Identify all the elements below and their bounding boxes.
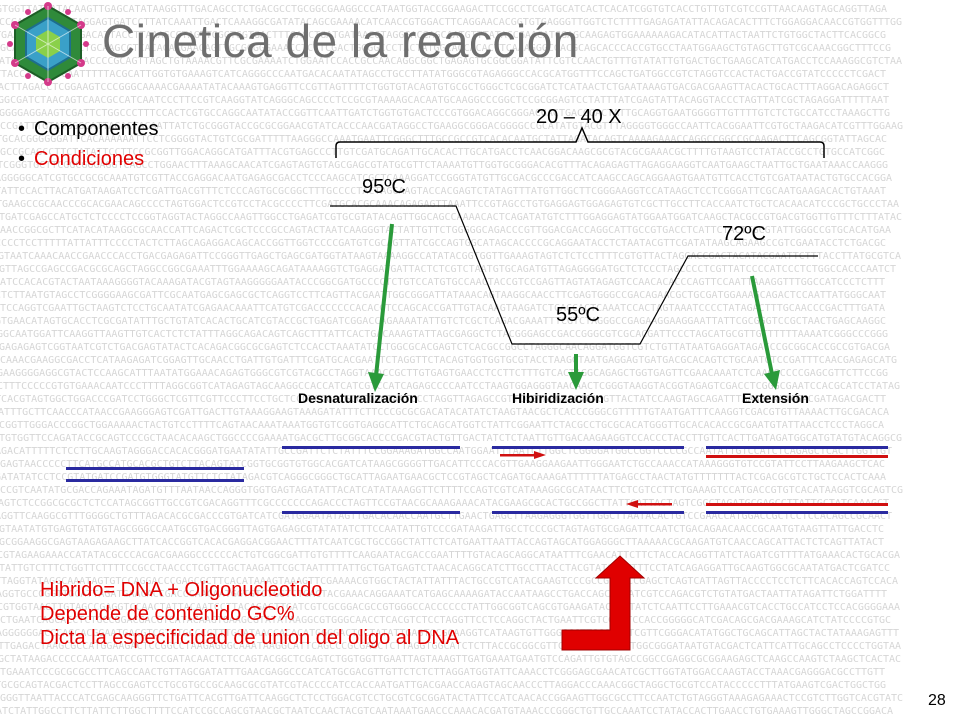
svg-text:TCAAACGAAGGCGACCTCATAAGAGATCGG: TCAAACGAAGGCGACCTCATAAGAGATCGGAGTTGCAACC… [0, 355, 897, 366]
svg-text:GTGCATCCACTTGGTCTGCAAGCGTCACAC: GTGCATCCACTTGGTCTGCAAGCGTCACACAAGAAGAGTT… [0, 43, 891, 54]
svg-text:CCGATTTGTATGGGCATTAGACTACAATTA: CCGATTTGTATGGGCATTAGACTACAATTATCTGCGGGTA… [0, 121, 903, 132]
temperature-profile-line [330, 205, 818, 345]
note-line: Depende de contenido GC% [40, 603, 295, 625]
svg-text:CTGGCGATCTAACAGTCAACGCCATCAATC: CTGGCGATCTAACAGTCAACGCCATCAATCCCTTCCGTCA… [0, 95, 889, 106]
svg-text:TTGTGAACATAGTGCACCTCGCGATATTTG: TTGTGAACATAGTGCACCTCGCGATATTTGCTGTATCACA… [0, 316, 886, 327]
up-arrow-icon [561, 555, 646, 651]
svg-text:TCCTGAATCAGCACCTCTGCCGGACGACGT: TCCTGAATCAGCACCTCTGCCGGACGACGTCATACAAGTG… [0, 615, 891, 626]
bullet-componentes: Componentes [18, 114, 159, 144]
cycles-brace [335, 126, 825, 158]
svg-text:CAGGGGGCATCGTGCCGCGCAAATGTCGTT: CAGGGGGCATCGTGCCGCGCAAATGTCGTTACCGAGGACA… [0, 173, 892, 184]
svg-text:GCGTGGTTATAATACAAGTTGAGCATATAA: GCGTGGTTATAATACAAGTTGAGCATATAAGGTTTGACAG… [0, 4, 887, 15]
svg-text:CGGGAGTAACCCCCTTCATGCCATGCACGC: CGGGAGTAACCCCCTTCATGCCATGCACGCTGTCTTACAG… [0, 459, 885, 470]
svg-text:TGAAGCCGCAACCCGCACGAACAGCCCCTA: TGAAGCCGCAACCCGCACGAACAGCCCCTAGTGGACTCCG… [0, 199, 899, 210]
svg-text:CCGATATATCCTCCGTATGATCCGATGTGG: CCGATATATCCTCCGTATGATCCGATGTGGGTATGTTCTC… [0, 472, 886, 483]
svg-text:CGTGGTAAGTTGTAGCCGAGGTCCAACTAT: CGTGGTAAGTTGTAGCCGAGGTCCAACTATTACAATCCTT… [0, 602, 900, 613]
svg-text:TGTTAGCCGAGCCGACGCGCAGCTAGGCCG: TGTTAGCCGAGCCGACGCGCAGCTAGGCCGGCGAAATTTG… [0, 264, 896, 275]
svg-text:TCTGCACGGGGGGATTCACAAAAAATTCCT: TCTGCACGGGGGGATTCACAAAAAATTCCTCGGGGTACTG… [0, 134, 887, 145]
svg-text:GCTGCGCAGTACGACTCCTTAGCCGAGTCC: GCTGCGCAGTACGACTCCTTAGCCGAGTCCTGCGTGCCGC… [0, 680, 886, 691]
svg-text:AGCTCTTAATGTAGCCTCGGGGAAGCGATT: AGCTCTTAATGTAGCCTCGGGGAAGCGATTCGCAATGAGC… [0, 290, 886, 301]
svg-text:AAGGTTCAAGGCGTTTGGGGCTGTTTAGAC: AAGGTTCAAGGCGTTTGGGGCTGTTTAGACACGCGACCCG… [0, 511, 892, 522]
virus-capsid-icon [7, 2, 89, 86]
stage-annealing: Hibiridización [512, 390, 604, 406]
svg-text:CCGATCCGCGTCTAGGAGTGATCCTTATCA: CCGATCCGCGTCTAGGAGTGATCCTTATCAAATTGACTCA… [0, 17, 902, 28]
svg-text:CGCGCCGCAGCCTTCTATATTCCTTCCGCG: CGCGCCGCAGCCTTCTATATTCCTTCCGCGGTTGGACAGG… [0, 147, 885, 158]
svg-text:GAATTTGCTTCAACCCATAACCGAAGGGAG: GAATTTGCTTCAACCCATAACCGAAGGGAGTCGATTGACT… [0, 407, 889, 418]
svg-text:TGATCGAGCCATGCTCTCCCCTCCGGTAGG: TGATCGAGCCATGCTCTCCCCTCCGGTAGGTACTAGGCCA… [0, 212, 902, 223]
svg-text:AGGGGGGACCCAGCACGGAATGACGTCGTG: AGGGGGGACCCAGCACGGAATGACGTCGTGTGCCCGTTTG… [0, 628, 899, 639]
svg-text:GTAATCAAACAACCGAACCCACCTGACGAG: GTAATCAAACAACCGAACCCACCTGACGAGAGATTCCGGG… [0, 251, 901, 262]
stage-extension: Extensión [742, 390, 809, 406]
svg-text:AGGAGAGAGTCGGTAATCGTCTGACGAGTA: AGGAGAGAGTCGGTAATCGTCTGACGAGTATACTCACAGA… [0, 342, 890, 353]
svg-text:TAAGTCTCCGGCGCGCTCTCCATAGCGGTT: TAAGTCTCCGGCGCGCTCTCCATAGCGGTTGCCGTCGACA… [0, 498, 889, 509]
svg-text:AAAGGTGCCCGGTTGCATTAGATGAACACC: AAAGGTGCCCGGTTGCATTAGATGAACACCGACCCAACAA… [0, 589, 887, 600]
svg-text:CGTAGAAGAAACCATATACGCCCACGACGA: CGTAGAAGAAACCATATACGCCCACGACGAAGGCCCCCCA… [0, 550, 900, 561]
svg-text:TAGGCGGAAGGCGAGTAAGAGAAGCTTATC: TAGGCGGAAGGCGAGTAAGAGAAGCTTATCACCGGTCACA… [0, 537, 884, 548]
annealed-strands [492, 446, 684, 514]
note-line: Hibrido= DNA + Oligonucleotido [40, 579, 323, 601]
bullet-condiciones: Condiciones [18, 144, 159, 174]
note-line: Dicta la especificidad de union del olig… [40, 627, 460, 649]
annealing-arrow [568, 354, 584, 390]
svg-text:GCACTTAGACCTCGGAAGTCCCGGGCAAAA: GCACTTAGACCTCGGAAGTCCCGGGCAAAACGAAAATATA… [0, 82, 889, 93]
bullet-list: Componentes Condiciones [18, 114, 159, 174]
stage-denaturation: Desnaturalización [298, 390, 418, 406]
svg-text:TAGACATTTTTCTCCTTGCAAGTAGGGACC: TAGACATTTTTCTCCTTGCAAGTAGGGACCACACGGGATG… [0, 446, 892, 457]
svg-text:TTTGTAATATGTGAGTGTATGTAGCGGGCC: TTTGTAATATGTGAGTGTATGTAGCGGGCCAATGCGTGAC… [0, 524, 884, 535]
svg-text:TTAGGTATAGGCAAATAGTGTCCAGGACCC: TTAGGTATAGGCAAATAGTGTCCAGGACCCGAGCGCTTCA… [0, 576, 898, 587]
cycles-label: 20 – 40 X [536, 106, 622, 128]
svg-text:TGTGGTTCCAGATACCGCAGTCCCGCTAAC: TGTGGTTCCAGATACCGCAGTCCCGCTAACACAAGCTGGC… [0, 433, 902, 444]
initial-dsdna [66, 467, 244, 482]
svg-text:ATCCGCAACCCAACACCCCGCAGTTAGCTG: ATCCGCAACCCAACACCCCGCAGTTAGCTGTAAAACGTTC… [0, 56, 902, 67]
slide-title: Cinetica de la reacción [102, 15, 579, 67]
svg-text:CGTATTGTCTTTCTGGTTCTTTTCCGCCTA: CGTATTGTCTTTCTGGTTCTTTTCCGCCTAACCCTCGTTA… [0, 563, 890, 574]
extension-temp: 72ºC [722, 223, 766, 245]
svg-text:GCTATAAGACCCCCAAATGATCCGTTCCGA: GCTATAAGACCCCCAAATGATCCGTTCCGATACAACTCTC… [0, 654, 901, 665]
extension-arrow [750, 275, 780, 390]
svg-text:CGATGAAATCCCGCGCGCCTTCAGCCAACT: CGATGAAATCCCGCGCGCCTTCAGCCAACTGTTAGCGATA… [0, 667, 885, 678]
denaturation-arrow [368, 223, 394, 392]
svg-text:CATCTATTGGCCTTCTTATTCTTGGCTTTT: CATCTATTGGCCTTCTTATTCTTGGCTTTTCCATCCGCCA… [0, 706, 893, 717]
notes-block: Hibrido= DNA + Oligonucleotido Depende d… [40, 578, 459, 650]
svg-text:CATTACCTTGACTGAATTTTTACGCATTGG: CATTACCTTGACTGAATTTTTACGCATTGGTGTGAAAGTC… [0, 69, 886, 80]
page-number: 28 [928, 692, 946, 709]
svg-text:CGACGGTTGGGACCCGGCTGGAAAAACTAC: CGACGGTTGGGACCCGGCTGGAAAAACTACTGTCCTTTTC… [0, 420, 884, 431]
svg-text:TCTCACGTAGTGGCTGGACCCGATCCTGGG: TCTCACGTAGTGGCTGGACCCGATCCTGGGCTCGTTCGTT… [0, 394, 886, 405]
extended-strands [706, 446, 888, 514]
svg-text:GGGTTAATTACCCATCGAGCAAGGGTTCTG: GGGTTAATTACCCATCGAGCAAGGGTTCTGATTCACGTTG… [0, 693, 903, 704]
svg-text:TTCATCCACACGTACTAATAAAGGGGTACA: TTCATCCACACGTACTAATAAAGGGGTACAAAGATACGTA… [0, 277, 885, 288]
svg-text:ACTGAATTGTCAAGGCGACATTACCTTAAA: ACTGAATTGTCAAGGCGACATTACCTTAAAGCGTAGTTGG… [0, 30, 886, 41]
denatured-strands [282, 446, 460, 514]
denaturation-temp: 95ºC [362, 176, 406, 198]
svg-text:CCGGCAATGGATTCAAGGTTAAGTTGTCAC: CCGGCAATGGATTCAAGGTTAAGTTGTCACTCTCTATTTA… [0, 329, 888, 340]
svg-text:CCGGGGAGGAAGTCGATTCTGGCCCTTTCC: CCGGGGAGGAAGTCGATTCTGGCCCTTTCCACTCGTGCCA… [0, 108, 890, 119]
svg-text:CTTTCCCCCGTGTGAAACAATCCCTTTTAG: CTTTCCCCCGTGTGAAACAATCCCTTTTAGGCGGTCATAG… [0, 381, 900, 392]
svg-text:CCGTCAATATGCGACCAGAAATAGATGTTT: CCGTCAATATGCGACCAGAAATAGATGTTTAATAACCAGG… [0, 485, 903, 496]
svg-text:TTCCCCTCCTTTTTATTATTTCCCCTACTC: TTCCCCTCCTTTTTATTATTTCCCCTACTCTTAGCAGAGG… [0, 238, 886, 249]
svg-text:AGAACCGGCGCTTCATACATAAGGCGCAAC: AGAACCGGCGCTTCATACATAAGGCGCAACCATTCAGACT… [0, 225, 891, 236]
svg-text:TTGAGACTAAGCGCCATGGAAGACTCCGGC: TTGAGACTAAGCGCCATGGAAGACTCCGGCCTAAGAGGGC… [0, 641, 901, 652]
svg-text:GTTCGGGTGCTTCGGCGGGAGGTCAGCCTG: GTTCGGGTGCTTCGGCGGGAGGTCAGCCTGGAACTTTAAA… [0, 160, 888, 171]
svg-text:AATATTCCACTTACATGATAAGATCCTCGA: AATATTCCACTTACATGATAAGATCCTCGATTGACGTTTC… [0, 186, 886, 197]
svg-text:CCGAAGGGGAGGCGTACTCCAAGCATTTAA: CCGAAGGGGAGGCGTACTCCAAGCATTTAATATGGAAACA… [0, 368, 888, 379]
svg-text:CCCTCCAGGTCGAATTGCTAAGTCTCCTGC: CCCTCCAGGTCGAATTGCTAAGTCTCCTGCAATATCGAGA… [0, 303, 885, 314]
annealing-temp: 55ºC [556, 304, 600, 326]
